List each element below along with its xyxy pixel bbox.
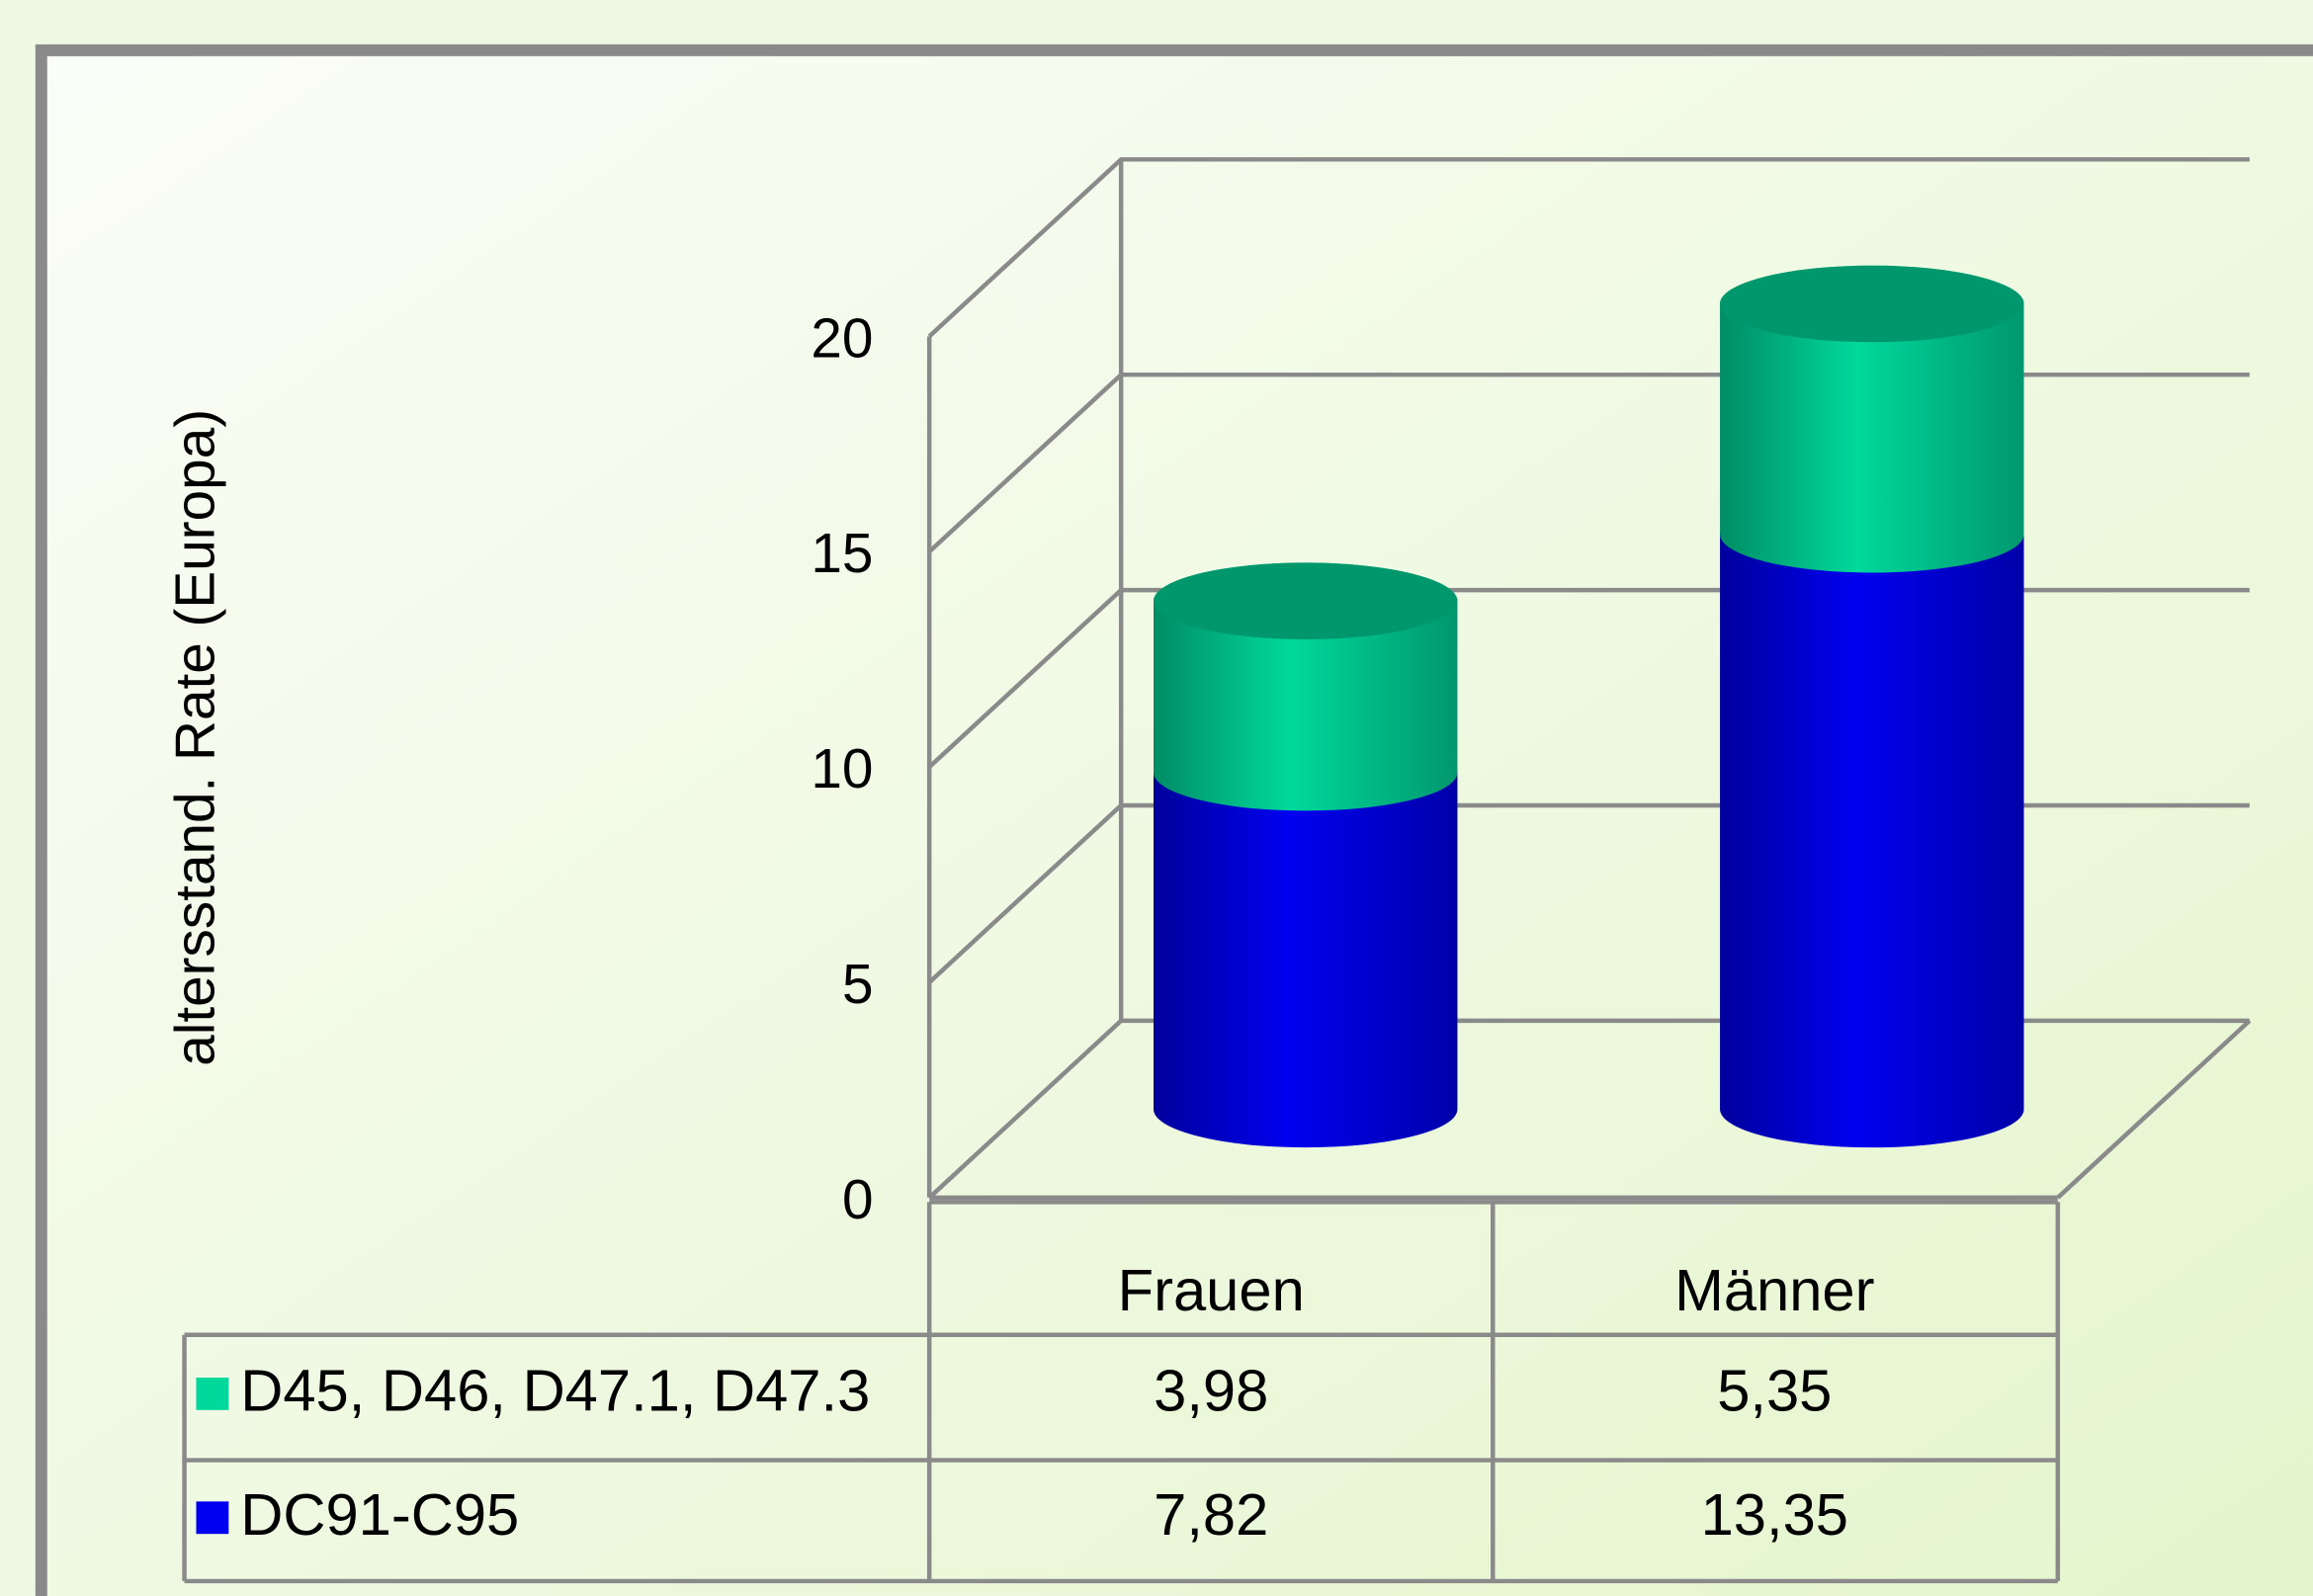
grid: 0 5 10 15 20	[811, 157, 2252, 1231]
y-axis-label: altersstand. Rate (Europa)	[164, 409, 226, 1066]
cylinder-shade	[1720, 265, 2024, 573]
floor-line	[2056, 1019, 2252, 1200]
y-tick-label: 0	[842, 1169, 874, 1231]
grid-line	[927, 157, 2250, 339]
table-value: 7,82	[1154, 1481, 1268, 1548]
y-tick-label: 5	[842, 954, 874, 1016]
y-tick-label: 10	[811, 738, 873, 800]
cylinder-shade	[1720, 495, 2024, 1148]
table-value: 3,98	[1154, 1358, 1268, 1424]
legend-swatch	[196, 1377, 229, 1410]
cylinder-top-shade	[1720, 265, 2024, 343]
cylinder-top-shade	[1154, 562, 1458, 639]
cylinder-top	[1720, 265, 2024, 343]
y-tick-label: 20	[811, 307, 873, 370]
legend-label: D45, D46, D47.1, D47.3	[240, 1358, 870, 1424]
bars	[1154, 265, 2024, 1148]
legend-label: DC91-C95	[240, 1481, 519, 1548]
cylinder-top	[1154, 562, 1458, 639]
cylinder-shade	[1154, 733, 1458, 1148]
table-value: 5,35	[1717, 1358, 1832, 1424]
legend-swatch	[196, 1501, 229, 1535]
x-tick-label: Männer	[1674, 1257, 1874, 1323]
x-tick-label: Frauen	[1118, 1257, 1305, 1323]
data-table	[182, 1200, 2061, 1584]
y-tick-label: 15	[811, 523, 873, 585]
table-value: 13,35	[1701, 1481, 1848, 1548]
